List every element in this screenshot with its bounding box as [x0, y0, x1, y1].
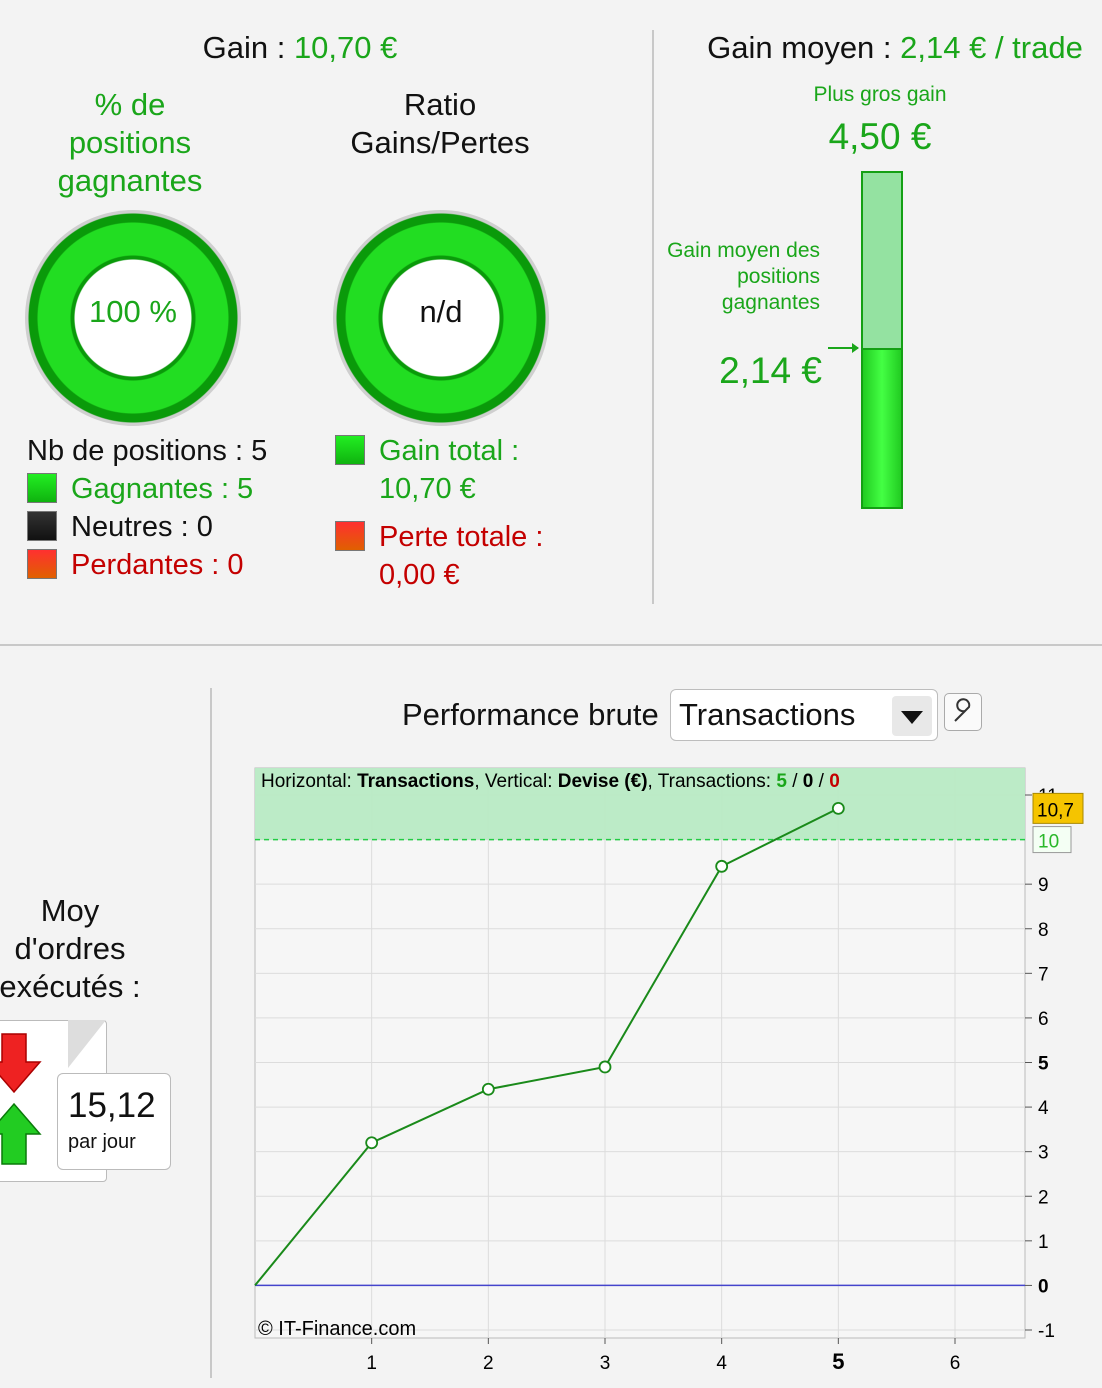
legend-losing: Perdantes : 0 — [27, 546, 244, 584]
avg-gain-title: Gain moyen : 2,14 € / trade — [707, 30, 1083, 65]
avg-winning-value: 2,14 € — [719, 350, 822, 391]
divider-vertical-bottom — [210, 688, 212, 1378]
y-tick-label: -1 — [1038, 1321, 1055, 1342]
data-point — [831, 801, 845, 815]
arrow-pointer-line — [828, 347, 858, 349]
total-loss-label: Perte totale : — [335, 518, 543, 556]
ratio-title: Ratio Gains/Pertes — [350, 87, 530, 160]
y-tick-label: 8 — [1038, 920, 1049, 941]
y-tick-label: 2 — [1038, 1187, 1049, 1208]
y-tick-label: 6 — [1038, 1009, 1049, 1030]
x-tick-label: 2 — [483, 1353, 494, 1374]
legend-winning: Gagnantes : 5 — [27, 470, 253, 508]
plot-area — [254, 767, 1026, 1339]
divider-vertical — [652, 30, 654, 604]
x-tick-label: 3 — [600, 1353, 611, 1374]
data-point — [365, 1136, 379, 1150]
last-value-label: 10,7 — [1037, 800, 1074, 821]
x-tick-label: 6 — [950, 1353, 961, 1374]
target-zone — [255, 768, 1025, 840]
ratio-donut: n/d — [333, 210, 549, 426]
total-gain-value: 10,70 € — [379, 473, 476, 505]
losing-swatch-icon — [27, 549, 57, 579]
avg-gain-value: 2,14 € / trade — [900, 30, 1083, 65]
pct-winning-value: 100 % — [89, 294, 177, 329]
orders-card — [57, 1073, 171, 1170]
gain-title: Gain : 10,70 € — [202, 30, 398, 65]
x-tick-label: 5 — [832, 1349, 844, 1374]
last-value-box — [1032, 792, 1084, 824]
arrow-right-icon — [852, 343, 859, 353]
pct-winning-donut: 100 % — [25, 210, 241, 426]
biggest-gain-label: Plus gros gain — [813, 83, 947, 106]
nb-positions: Nb de positions : 5 — [27, 435, 268, 467]
loss-swatch-icon — [335, 521, 365, 551]
data-point — [598, 1060, 612, 1074]
target-label: 10 — [1038, 832, 1059, 853]
x-tick-label: 1 — [366, 1353, 377, 1374]
orders-unit: par jour — [68, 1131, 136, 1153]
winning-swatch-icon — [27, 473, 57, 503]
divider-horizontal — [0, 644, 1102, 646]
total-gain-label: Gain total : — [335, 432, 519, 470]
arrow-down-red-icon — [0, 1033, 42, 1094]
arrow-up-green-icon — [0, 1102, 42, 1165]
neutral-swatch-icon — [27, 511, 57, 541]
axis-select-value[interactable]: Transactions — [679, 697, 856, 732]
gain-swatch-icon — [335, 435, 365, 465]
gain-gauge-fill — [861, 348, 903, 509]
total-loss-value: 0,00 € — [379, 559, 460, 591]
performance-label: Performance brute — [402, 697, 659, 732]
pct-winning-title: % de positions gagnantes — [57, 87, 203, 198]
settings-button[interactable] — [944, 693, 982, 731]
series-line — [254, 807, 839, 1287]
y-tick-label: 4 — [1038, 1098, 1049, 1119]
y-tick-label: 3 — [1038, 1143, 1049, 1164]
document-fold — [68, 1020, 106, 1068]
avg-winning-label: Gain moyen des positions gagnantes — [667, 239, 820, 314]
target-label-box — [1032, 826, 1072, 854]
chart-header: Horizontal: Transactions, Vertical: Devi… — [261, 771, 840, 792]
orders-value: 15,12 — [68, 1086, 156, 1125]
chevron-down-icon[interactable] — [892, 696, 932, 736]
watermark: © IT-Finance.com — [258, 1318, 416, 1340]
y-tick-label: 5 — [1038, 1054, 1049, 1075]
y-tick-label: 0 — [1038, 1276, 1049, 1297]
y-tick-label: 9 — [1038, 875, 1049, 896]
biggest-gain-value: 4,50 € — [828, 116, 932, 157]
gain-value: 10,70 € — [293, 30, 398, 65]
y-tick-label: 1 — [1038, 1232, 1049, 1253]
orders-title: Moy d'ordres exécutés : — [0, 893, 141, 1004]
wrench-icon — [954, 698, 971, 722]
x-tick-label: 4 — [716, 1353, 727, 1374]
data-point — [481, 1082, 495, 1096]
ratio-value: n/d — [419, 294, 463, 329]
data-point — [715, 859, 729, 873]
y-tick-label: 7 — [1038, 964, 1049, 985]
legend-neutral: Neutres : 0 — [27, 508, 213, 546]
